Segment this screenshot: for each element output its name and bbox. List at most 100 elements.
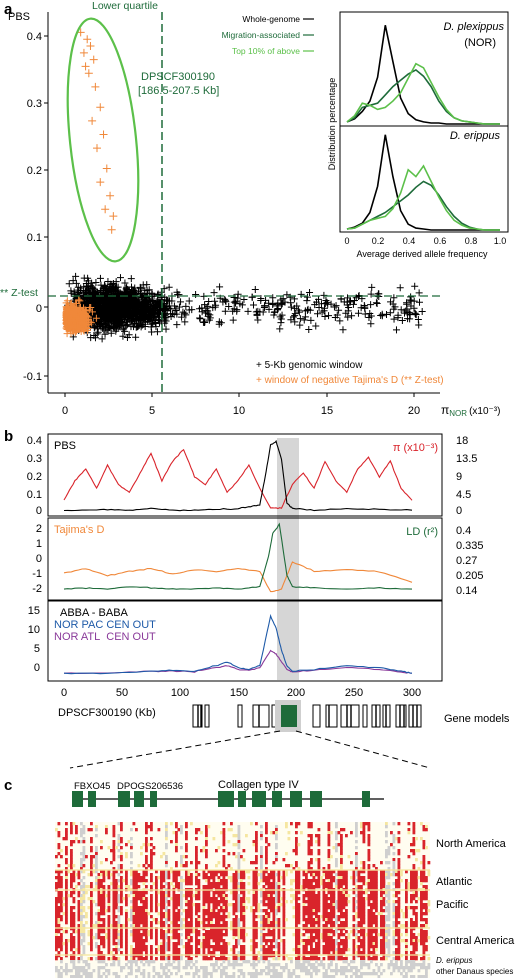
heatmap-cell: [267, 882, 271, 886]
scatter-point-black: [238, 301, 246, 309]
track-1-right-ticks: 18 13.5 9 4.5 0: [456, 435, 477, 517]
heatmap-cell: [262, 915, 266, 919]
heatmap-cell: [242, 924, 246, 928]
heatmap-cell: [272, 891, 276, 895]
heatmap-cell: [250, 972, 253, 976]
heatmap-cell: [125, 909, 128, 913]
heatmap-cell: [120, 894, 123, 898]
heatmap-cell: [197, 930, 201, 934]
scatter-point-black: [398, 317, 406, 325]
heatmap-cell: [70, 960, 73, 964]
scatter-point-black: [188, 306, 196, 314]
heatmap-cell: [102, 930, 106, 934]
inset-top-frame: [339, 11, 509, 127]
heatmap-cell: [140, 945, 143, 949]
heatmap-cell: [190, 918, 193, 922]
heatmap-cell: [130, 915, 133, 919]
heatmap-cell: [67, 969, 71, 973]
scatter-outlier-orange: [84, 69, 93, 78]
heatmap-cell: [255, 915, 258, 919]
heatmap-cell: [202, 921, 206, 925]
heatmap-cell: [137, 879, 141, 883]
heatmap-cell: [112, 972, 116, 976]
heatmap-cell: [185, 861, 188, 865]
heatmap-cell: [202, 945, 206, 949]
x-tick-label: 20: [408, 405, 420, 417]
heatmap-cell: [275, 852, 278, 856]
heatmap-cell: [112, 843, 116, 847]
heatmap-cell: [135, 900, 138, 904]
heatmap-cell: [205, 972, 208, 976]
heatmap-cell: [217, 933, 221, 937]
heatmap-cell: [107, 894, 111, 898]
heatmap-cell: [190, 951, 193, 955]
scatter-outlier-orange: [106, 191, 115, 200]
heatmap-cell: [57, 972, 61, 976]
heatmap-cell: [117, 900, 121, 904]
heatmap-cell: [140, 957, 143, 961]
heatmap-cell: [112, 885, 116, 889]
heatmap-cell: [247, 882, 251, 886]
heatmap-cell: [107, 948, 111, 952]
heatmap-cell: [77, 909, 81, 913]
heatmap-cell: [175, 912, 178, 916]
scatter-outlier-orange: [86, 42, 95, 51]
heatmap-cell: [187, 921, 191, 925]
heatmap-cell: [255, 831, 258, 835]
heatmap-cell: [265, 903, 268, 907]
scatter-point-black: [153, 328, 161, 336]
heatmap-cell: [185, 966, 188, 970]
inset-species-1-sub: (NOR): [464, 37, 496, 49]
heatmap-cell: [207, 945, 211, 949]
heatmap-cell: [100, 846, 103, 850]
heatmap-cell: [127, 885, 131, 889]
heatmap-cell: [132, 870, 136, 874]
scatter-outlier-orange: [89, 55, 98, 64]
panel-b-lines: [63, 439, 413, 675]
heatmap-cell: [227, 840, 231, 844]
scatter-point-black: [100, 316, 108, 324]
heatmap-cell: [225, 933, 228, 937]
heatmap-cell: [175, 900, 178, 904]
heatmap-cell: [210, 951, 213, 955]
heatmap-cell: [125, 843, 128, 847]
heatmap-cell: [65, 963, 68, 967]
heatmap-cell: [57, 897, 61, 901]
heatmap-cell: [120, 906, 123, 910]
heatmap-cell: [170, 870, 173, 874]
heatmap-cell: [85, 891, 88, 895]
heatmap-cell: [242, 873, 246, 877]
heatmap-cell: [72, 897, 76, 901]
heatmap-cell: [275, 858, 278, 862]
heatmap-cell: [142, 909, 146, 913]
heatmap-cell: [117, 879, 121, 883]
heatmap-cell: [162, 948, 166, 952]
heatmap-cell: [60, 975, 63, 978]
heatmap-cell: [115, 972, 118, 976]
heatmap-cell: [145, 858, 148, 862]
heatmap-cell: [210, 936, 213, 940]
heatmap-cell: [97, 951, 101, 955]
heatmap-cell: [102, 945, 106, 949]
heatmap-cell: [90, 864, 93, 868]
heatmap-cell: [107, 909, 111, 913]
inset-x-tick: 0.4: [403, 236, 416, 246]
heatmap-cell: [175, 942, 178, 946]
heatmap-cell: [187, 948, 191, 952]
heatmap-cell: [120, 840, 123, 844]
heatmap-cell: [222, 939, 226, 943]
heatmap-cell: [170, 930, 173, 934]
heatmap-cell: [140, 942, 143, 946]
heatmap-cell: [272, 900, 276, 904]
x-tick-label: 10: [233, 405, 245, 417]
heatmap-cell: [165, 876, 168, 880]
heatmap-cell: [150, 903, 153, 907]
heatmap-cell: [185, 963, 188, 967]
heatmap-cell: [160, 951, 163, 955]
heatmap-cell: [90, 909, 93, 913]
gene-model-box: [312, 704, 321, 728]
heatmap-cell: [272, 951, 276, 955]
scatter-point-black: [72, 272, 80, 280]
heatmap-cell: [215, 930, 218, 934]
scatter-point-black: [306, 306, 314, 314]
